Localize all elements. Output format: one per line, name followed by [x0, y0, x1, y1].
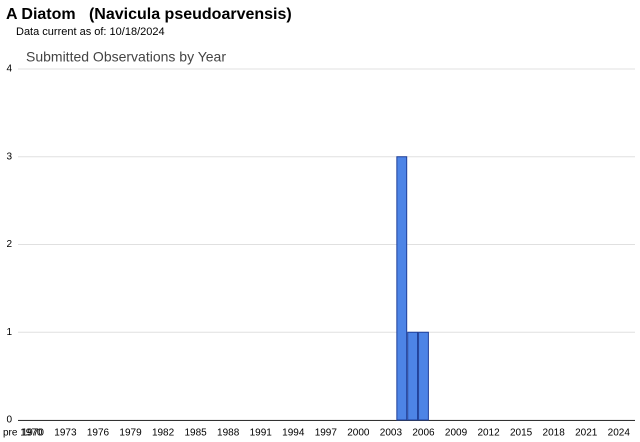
x-tick-label: 1973 [54, 428, 77, 439]
x-tick-label: 2012 [477, 428, 500, 439]
x-tick-label: 2021 [575, 428, 598, 439]
x-tick-label: 1979 [119, 428, 142, 439]
x-tick-label: 2015 [510, 428, 533, 439]
x-tick-label: 2018 [543, 428, 566, 439]
x-tick-label: 2006 [412, 428, 435, 439]
x-tick-label: pre 1970 [3, 428, 43, 439]
x-tick-label: 1991 [250, 428, 273, 439]
x-tick-label: 2003 [380, 428, 403, 439]
x-tick-label: 1985 [185, 428, 208, 439]
x-tick-label: 2009 [445, 428, 468, 439]
y-tick-label: 1 [6, 327, 12, 338]
x-tick-label: 1997 [315, 428, 338, 439]
bar [418, 331, 429, 421]
x-tick-label: 1994 [282, 428, 305, 439]
x-tick-label: 1988 [217, 428, 240, 439]
bar [396, 156, 408, 421]
chart-title: Submitted Observations by Year [26, 49, 226, 65]
y-tick-label: 0 [6, 415, 12, 426]
x-tick-label: 1982 [152, 428, 175, 439]
x-tick-label: 2024 [608, 428, 631, 439]
x-tick-label: 1970 [22, 428, 45, 439]
x-tick-label: 1976 [87, 428, 110, 439]
y-tick-label: 2 [6, 239, 12, 250]
page-title: A Diatom (Navicula pseudoarvensis) [6, 6, 292, 23]
bar [407, 331, 419, 421]
y-tick-label: 3 [6, 151, 12, 162]
data-date: Data current as of: 10/18/2024 [16, 26, 165, 38]
y-tick-label: 4 [6, 64, 12, 75]
x-tick-label: 2000 [347, 428, 370, 439]
